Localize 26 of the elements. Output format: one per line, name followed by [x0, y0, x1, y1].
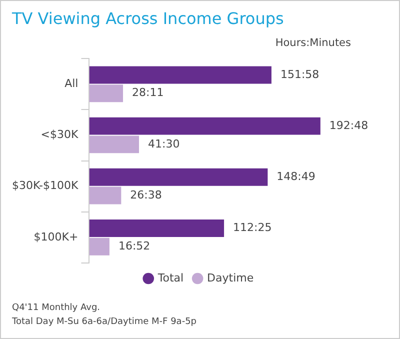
bar [89, 186, 122, 204]
y-tick-label: <$30K [40, 128, 80, 142]
text: Q4'11 Monthly Avg. [12, 302, 102, 315]
bar [89, 84, 124, 102]
bar [89, 117, 320, 135]
data-label: 112:25 [233, 221, 272, 234]
chart-subtitle: Hours:Minutes [275, 37, 351, 49]
y-tick-label: All [64, 77, 78, 90]
y-tick-label: $100K+ [34, 230, 78, 244]
y-tick-label: $30K-$100K [12, 179, 80, 192]
legend-label: Daytime [207, 271, 254, 284]
data-label: 148:49 [276, 170, 316, 184]
data-label: 16:52 [118, 240, 150, 253]
data-label: 41:30 [148, 137, 180, 150]
bar [89, 220, 224, 237]
data-label: 192:48 [329, 118, 368, 132]
text: Total Day M-Su 6a-6a/Daytime M-F 9a-5p [12, 316, 197, 329]
chart-title: TV Viewing Across Income Groups [12, 9, 284, 28]
bar [89, 238, 110, 256]
legend-label: Total [156, 271, 184, 284]
data-label: 28:11 [132, 86, 164, 100]
data-label: 26:38 [130, 188, 162, 202]
bar [89, 136, 139, 154]
bar [89, 168, 268, 186]
bar [89, 66, 272, 84]
data-label: 151:58 [280, 68, 320, 81]
